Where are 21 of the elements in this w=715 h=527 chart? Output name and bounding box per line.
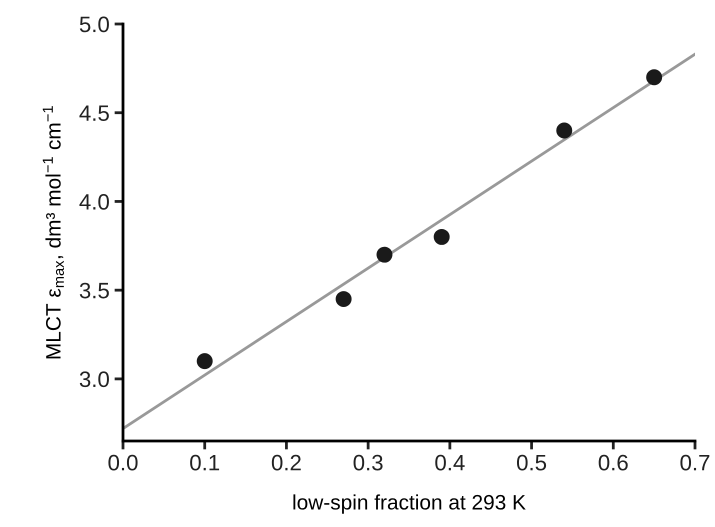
y-axis-title: MLCT ε$_{max}$, dm³ mol$^{−1}$ cm$^{−1}$ [42,106,64,358]
y-tick-label: 5.0 [80,16,109,32]
x-tick-label: 0.7 [680,454,710,471]
y-tick-label: 3.0 [80,371,109,388]
point [336,291,352,308]
x-tick-label: 0.5 [516,454,546,471]
x-tick-label: 0.6 [598,454,628,471]
point [646,69,662,86]
x-tick-label: 0.0 [108,454,138,471]
x-tick-label: 0.3 [354,454,383,471]
y-tick-label: 4.5 [79,105,109,121]
point [196,353,213,370]
x-tick-label: 0.1 [190,454,220,471]
x-tick-label: 0.2 [272,454,301,471]
point [434,228,450,245]
y-tick-label: 4.0 [79,194,109,210]
point [376,246,392,263]
x-tick-label: 0.4 [435,454,465,471]
y-tick-label: 3.5 [80,282,109,298]
x-axis-title: low-spin fraction at 293 K [293,494,526,514]
point [556,122,572,138]
